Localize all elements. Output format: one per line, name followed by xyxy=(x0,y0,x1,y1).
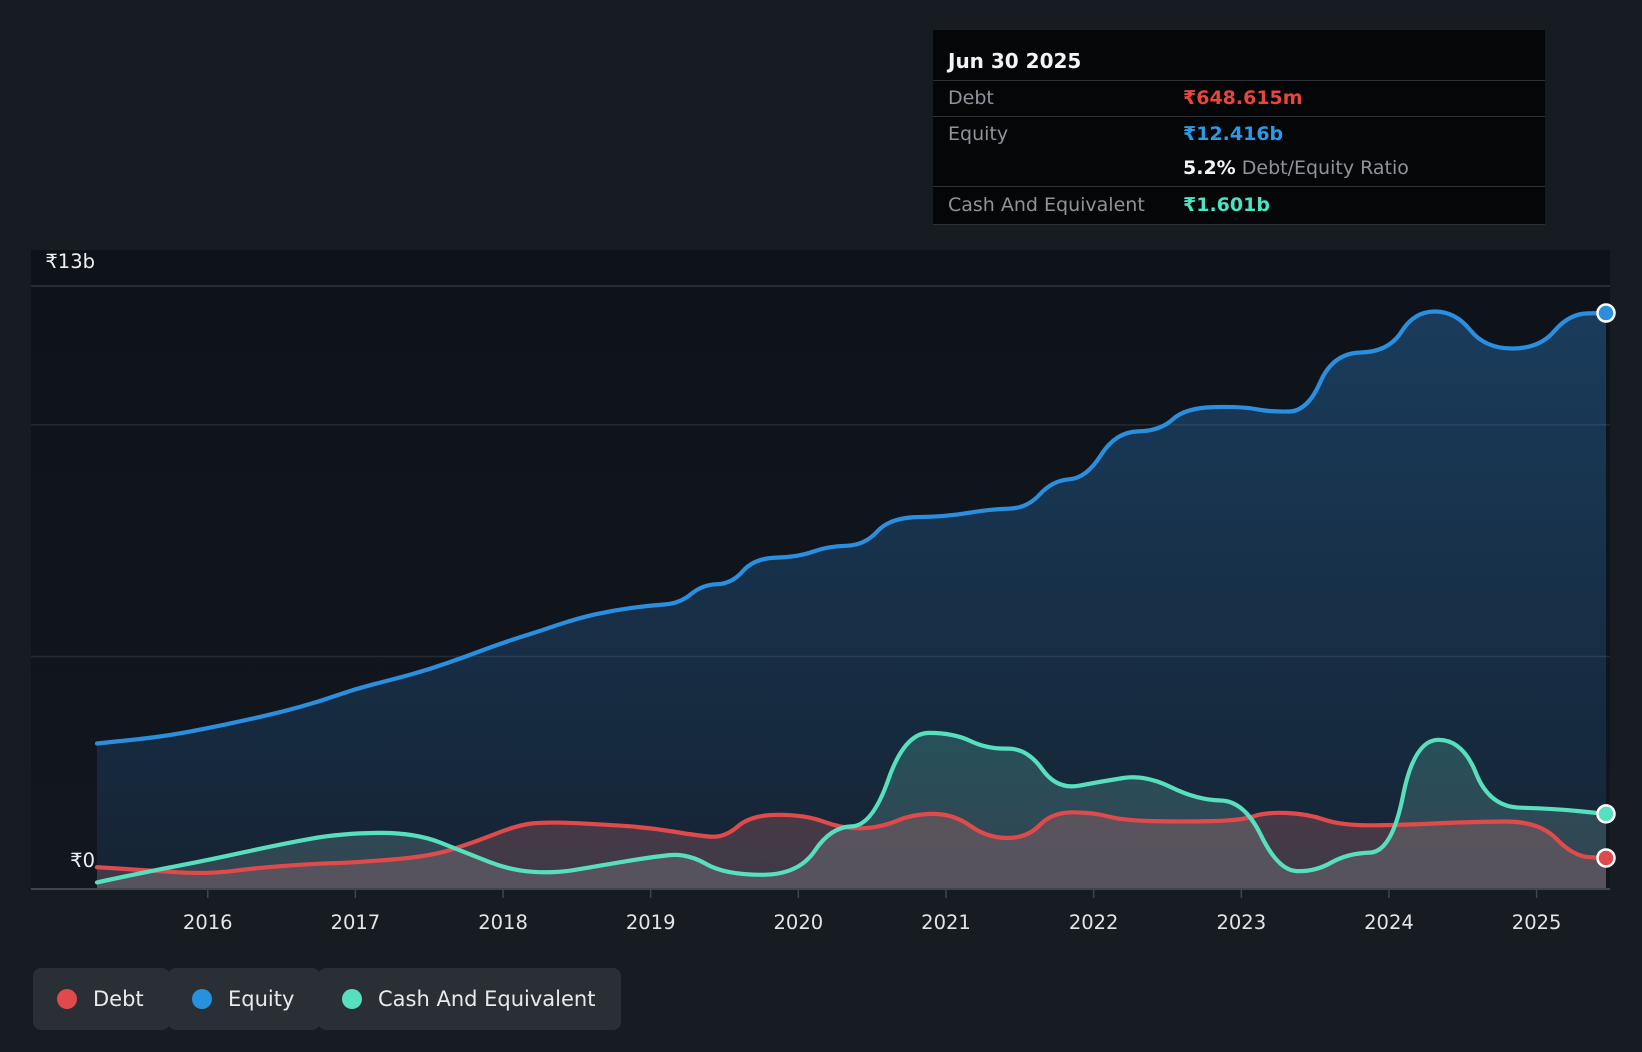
tooltip-equity-value: ₹12.416b xyxy=(1183,123,1284,145)
x-axis-label-2022: 2022 xyxy=(1069,911,1119,934)
x-axis-label-2019: 2019 xyxy=(626,911,676,934)
x-axis-label-2020: 2020 xyxy=(774,911,824,934)
series-area-fills xyxy=(97,311,1606,888)
tooltip-cash-label: Cash And Equivalent xyxy=(948,194,1145,216)
y-axis-label-zero: ₹0 xyxy=(70,849,95,872)
end-marker-debt xyxy=(1596,848,1616,868)
tooltip-debt-value: ₹648.615m xyxy=(1183,87,1303,109)
tooltip-ratio-value: 5.2% xyxy=(1183,157,1236,179)
end-marker-cash-and-equivalent xyxy=(1596,804,1616,824)
series-lines xyxy=(94,309,1609,885)
tooltip-equity-row: Equity ₹12.416b xyxy=(933,117,1545,151)
tooltip-cash-value: ₹1.601b xyxy=(1183,194,1270,216)
x-axis-label-2025: 2025 xyxy=(1512,911,1562,934)
tooltip-debt-label: Debt xyxy=(948,87,994,109)
tooltip-debt-row: Debt ₹648.615m xyxy=(933,81,1545,117)
x-axis-label-2018: 2018 xyxy=(478,911,528,934)
tooltip-ratio-row: 5.2% Debt/Equity Ratio xyxy=(933,151,1545,185)
area-fill-debt xyxy=(97,812,1606,888)
line-cash-and-equivalent xyxy=(94,730,1609,885)
x-axis xyxy=(31,888,1610,898)
cash-and-equivalent-legend-dot-icon xyxy=(342,989,362,1009)
legend-item-cash-and-equivalent[interactable]: Cash And Equivalent xyxy=(318,968,622,1030)
x-axis-label-2016: 2016 xyxy=(183,911,233,934)
x-axis-labels: 2016 2017 2018 2019 2020 2021 2022 2023 2024 2025 xyxy=(183,911,1562,934)
chart-legend: Debt Equity Cash And Equivalent xyxy=(0,968,1642,1030)
series-end-markers xyxy=(1596,303,1616,868)
tooltip-equity-label: Equity xyxy=(948,123,1009,145)
x-axis-label-2024: 2024 xyxy=(1364,911,1414,934)
legend-item-equity[interactable]: Equity xyxy=(168,968,321,1030)
end-marker-equity xyxy=(1596,303,1616,323)
x-axis-label-2017: 2017 xyxy=(331,911,381,934)
line-equity xyxy=(94,309,1609,746)
y-axis-label-top: ₹13b xyxy=(45,250,95,273)
legend-item-label: Cash And Equivalent xyxy=(378,987,596,1011)
chart-tooltip: Jun 30 2025 Debt ₹648.615m Equity ₹12.41… xyxy=(933,30,1545,225)
debt-legend-dot-icon xyxy=(57,989,77,1009)
line-debt xyxy=(94,810,1609,876)
legend-item-label: Debt xyxy=(93,987,144,1011)
tooltip-cash-row: Cash And Equivalent ₹1.601b xyxy=(933,187,1545,225)
legend-item-label: Equity xyxy=(228,987,295,1011)
legend-item-debt[interactable]: Debt xyxy=(33,968,170,1030)
x-axis-label-2021: 2021 xyxy=(921,911,971,934)
equity-legend-dot-icon xyxy=(192,989,212,1009)
tooltip-ratio-label: Debt/Equity Ratio xyxy=(1241,157,1409,179)
tooltip-date: Jun 30 2025 xyxy=(933,30,1545,81)
tooltip-equity-group: Equity ₹12.416b 5.2% Debt/Equity Ratio xyxy=(933,117,1545,187)
area-fill-equity xyxy=(97,311,1606,888)
x-axis-label-2023: 2023 xyxy=(1216,911,1266,934)
